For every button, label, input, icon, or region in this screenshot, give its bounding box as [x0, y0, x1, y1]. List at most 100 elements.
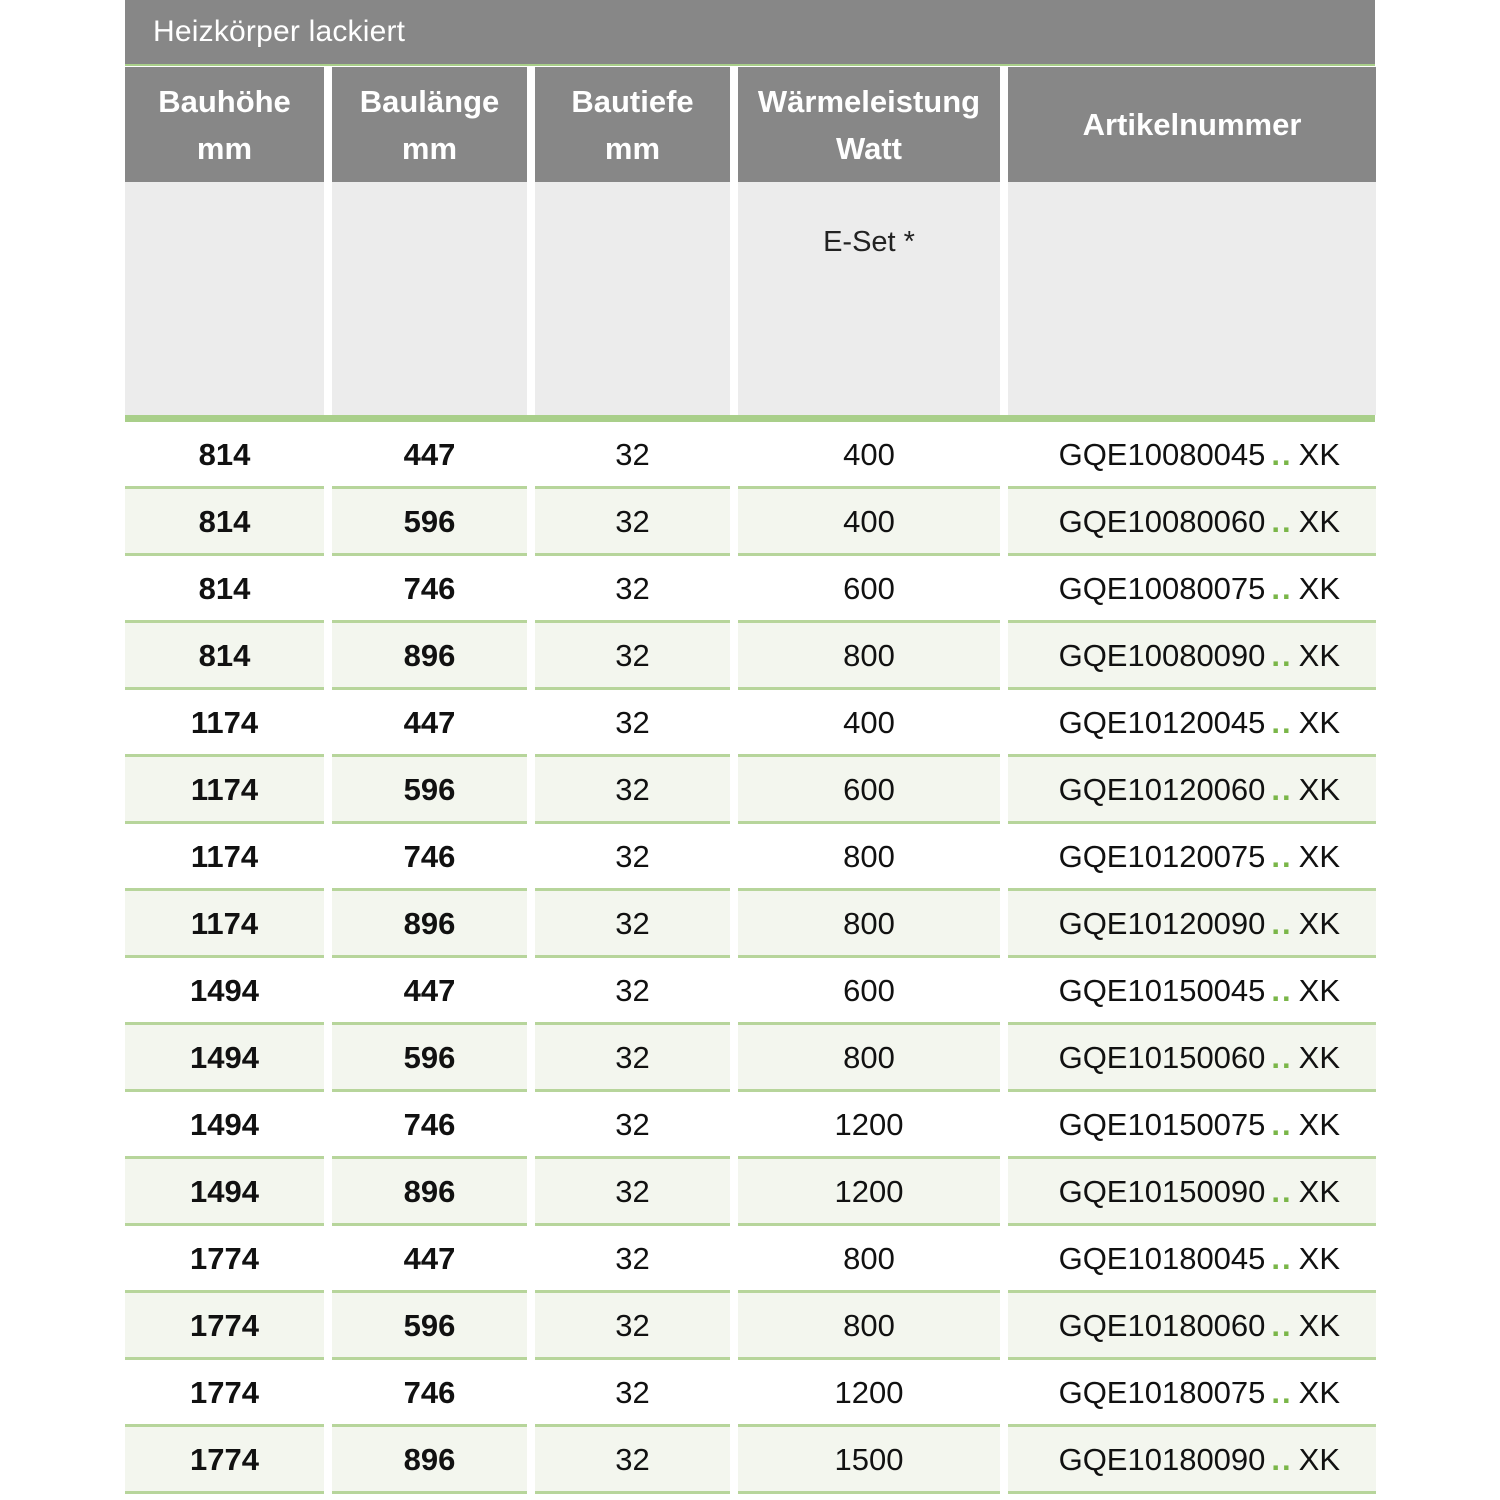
- cell-waermeleistung: 800: [738, 824, 1000, 891]
- variant-dots: ..: [1271, 906, 1293, 941]
- cell-waermeleistung: 400: [738, 690, 1000, 757]
- cell-baulaenge: 447: [332, 690, 527, 757]
- cell-bauhoehe: 1774: [125, 1427, 324, 1494]
- cell-bauhoehe: 1774: [125, 1360, 324, 1427]
- cell-bautiefe: 32: [535, 1092, 730, 1159]
- cell-bautiefe: 32: [535, 690, 730, 757]
- cell-artikelnummer: GQE10120090.. XK: [1008, 891, 1376, 958]
- cell-bauhoehe: 1494: [125, 1025, 324, 1092]
- cell-bauhoehe: 1494: [125, 1159, 324, 1226]
- article-number: GQE10180090: [1058, 1442, 1266, 1477]
- article-number: GQE10120045: [1058, 705, 1266, 740]
- cell-bauhoehe: 814: [125, 489, 324, 556]
- cell-baulaenge: 896: [332, 1159, 527, 1226]
- cell-bauhoehe: 814: [125, 556, 324, 623]
- table-row: 1494 596 32 800 GQE10150060.. XK: [125, 1025, 1376, 1092]
- product-table: Heizkörper lackiert Bauhöhe mm Baulänge mm…: [125, 0, 1376, 1494]
- cell-baulaenge: 746: [332, 824, 527, 891]
- variant-dots: ..: [1271, 705, 1293, 740]
- cell-artikelnummer: GQE10120060.. XK: [1008, 757, 1376, 824]
- cell-baulaenge: 596: [332, 489, 527, 556]
- article-number: GQE10150045: [1058, 973, 1266, 1008]
- table-row: 1494 896 32 1200 GQE10150090.. XK: [125, 1159, 1376, 1226]
- article-number: GQE10150090: [1058, 1174, 1266, 1209]
- table-row: 1494 746 32 1200 GQE10150075.. XK: [125, 1092, 1376, 1159]
- cell-bautiefe: 32: [535, 1360, 730, 1427]
- header-label: Bautiefe: [571, 83, 694, 119]
- article-suffix: XK: [1298, 638, 1340, 673]
- header-unit: Watt: [836, 130, 902, 166]
- cell-baulaenge: 447: [332, 958, 527, 1025]
- article-number: GQE10120090: [1058, 906, 1266, 941]
- article-number: GQE10180060: [1058, 1308, 1266, 1343]
- cell-waermeleistung: 800: [738, 623, 1000, 690]
- variant-dots: ..: [1271, 1308, 1293, 1343]
- cell-waermeleistung: 1200: [738, 1159, 1000, 1226]
- header-bautiefe: Bautiefe mm: [535, 67, 730, 182]
- subheader-cell: [125, 182, 324, 415]
- cell-artikelnummer: GQE10150060.. XK: [1008, 1025, 1376, 1092]
- article-number: GQE10150060: [1058, 1040, 1266, 1075]
- cell-bautiefe: 32: [535, 623, 730, 690]
- eset-label: E-Set *: [823, 226, 915, 258]
- article-number: GQE10120075: [1058, 839, 1266, 874]
- table-row: 1774 596 32 800 GQE10180060.. XK: [125, 1293, 1376, 1360]
- cell-artikelnummer: GQE10120045.. XK: [1008, 690, 1376, 757]
- cell-bautiefe: 32: [535, 1025, 730, 1092]
- header-baulaenge: Baulänge mm: [332, 67, 527, 182]
- cell-waermeleistung: 1500: [738, 1427, 1000, 1494]
- cell-bautiefe: 32: [535, 824, 730, 891]
- cell-waermeleistung: 1200: [738, 1360, 1000, 1427]
- cell-waermeleistung: 800: [738, 1293, 1000, 1360]
- table-row: 814 746 32 600 GQE10080075.. XK: [125, 556, 1376, 623]
- cell-artikelnummer: GQE10080060.. XK: [1008, 489, 1376, 556]
- cell-bauhoehe: 1174: [125, 891, 324, 958]
- cell-baulaenge: 596: [332, 1025, 527, 1092]
- header-label: Wärmeleistung: [757, 83, 981, 119]
- variant-dots: ..: [1271, 1040, 1293, 1075]
- cell-baulaenge: 746: [332, 1360, 527, 1427]
- header-unit: mm: [401, 130, 458, 166]
- cell-baulaenge: 746: [332, 1092, 527, 1159]
- variant-dots: ..: [1271, 504, 1293, 539]
- table-header: Bauhöhe mm Baulänge mm Bautiefe mm Wärmelei…: [125, 66, 1376, 415]
- cell-baulaenge: 447: [332, 1226, 527, 1293]
- subheader-cell: [332, 182, 527, 415]
- cell-bautiefe: 32: [535, 422, 730, 489]
- article-number: GQE10080090: [1058, 638, 1266, 673]
- article-suffix: XK: [1298, 1308, 1340, 1343]
- article-number: GQE10080045: [1058, 437, 1266, 472]
- header-label: Bauhöhe: [158, 83, 291, 119]
- header-bauhoehe: Bauhöhe mm: [125, 67, 324, 182]
- cell-waermeleistung: 800: [738, 891, 1000, 958]
- cell-artikelnummer: GQE10080075.. XK: [1008, 556, 1376, 623]
- table-row: 1494 447 32 600 GQE10150045.. XK: [125, 958, 1376, 1025]
- variant-dots: ..: [1271, 638, 1293, 673]
- table-row: 1174 596 32 600 GQE10120060.. XK: [125, 757, 1376, 824]
- cell-artikelnummer: GQE10180060.. XK: [1008, 1293, 1376, 1360]
- variant-dots: ..: [1271, 571, 1293, 606]
- variant-dots: ..: [1271, 1107, 1293, 1142]
- article-suffix: XK: [1298, 1442, 1340, 1477]
- article-suffix: XK: [1298, 1040, 1340, 1075]
- cell-bautiefe: 32: [535, 1427, 730, 1494]
- table-row: 814 596 32 400 GQE10080060.. XK: [125, 489, 1376, 556]
- article-suffix: XK: [1298, 571, 1340, 606]
- table-body: 814 447 32 400 GQE10080045.. XK 814 596 32 400 GQE…: [125, 422, 1376, 1494]
- table-row: 1774 896 32 1500 GQE10180090.. XK: [125, 1427, 1376, 1494]
- article-suffix: XK: [1298, 839, 1340, 874]
- subheader-waerme: E-Set *: [738, 182, 1000, 415]
- cell-baulaenge: 447: [332, 422, 527, 489]
- article-suffix: XK: [1298, 1375, 1340, 1410]
- table-row: 1774 447 32 800 GQE10180045.. XK: [125, 1226, 1376, 1293]
- header-divider: [125, 415, 1375, 422]
- cell-bautiefe: 32: [535, 958, 730, 1025]
- article-suffix: XK: [1298, 1107, 1340, 1142]
- header-unit: mm: [196, 130, 253, 166]
- cell-bautiefe: 32: [535, 891, 730, 958]
- cell-artikelnummer: GQE10080045.. XK: [1008, 422, 1376, 489]
- cell-bauhoehe: 1174: [125, 690, 324, 757]
- table-row: 814 896 32 800 GQE10080090.. XK: [125, 623, 1376, 690]
- variant-dots: ..: [1271, 1375, 1293, 1410]
- article-number: GQE10180045: [1058, 1241, 1266, 1276]
